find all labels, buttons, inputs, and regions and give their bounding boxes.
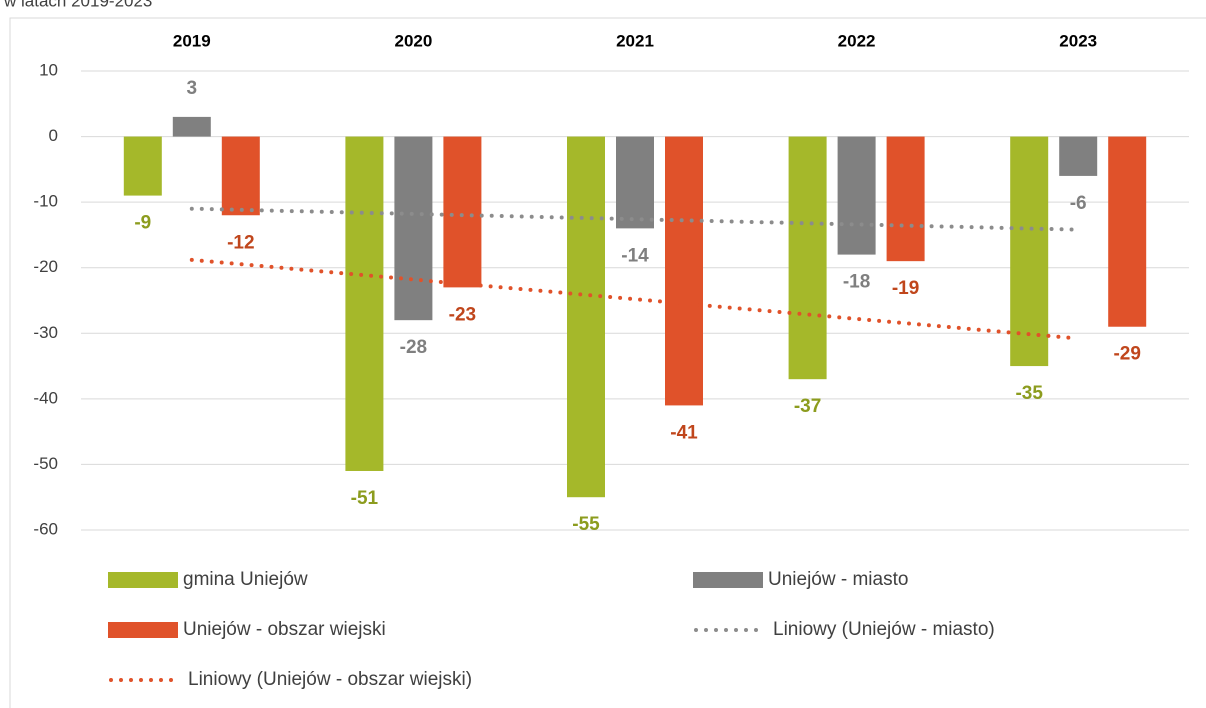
bar <box>345 136 384 471</box>
x-tick-label: 2021 <box>616 31 654 50</box>
bar <box>1059 136 1098 176</box>
x-tick-label: 2022 <box>838 31 876 50</box>
y-tick-label: -10 <box>33 192 58 211</box>
data-label: -55 <box>572 514 600 535</box>
legend-label: Uniejów - miasto <box>768 569 908 590</box>
data-label: -35 <box>1015 383 1043 404</box>
legend-swatch <box>108 622 178 638</box>
bar <box>394 136 433 321</box>
bar <box>567 136 605 498</box>
legend-label: Liniowy (Uniejów - miasto) <box>773 619 995 640</box>
trendline <box>189 206 1081 232</box>
bar <box>886 136 925 262</box>
data-label: -28 <box>400 337 427 358</box>
chart-subtitle: w latach 2019-2023 <box>3 0 152 10</box>
bar <box>616 136 654 229</box>
data-label: -6 <box>1070 193 1087 214</box>
bar <box>123 136 162 196</box>
data-label: -41 <box>670 422 698 443</box>
y-tick-label: -30 <box>33 323 58 342</box>
legend-label: Liniowy (Uniejów - obszar wiejski) <box>188 669 472 690</box>
data-label: -51 <box>351 488 379 509</box>
bar <box>837 136 876 255</box>
x-tick-label: 2020 <box>394 31 432 50</box>
bar <box>443 136 482 288</box>
legend-swatch <box>693 572 763 588</box>
data-label: -14 <box>621 245 649 266</box>
bar <box>788 136 827 380</box>
bar <box>1010 136 1049 367</box>
bar <box>665 136 703 406</box>
legend-swatch <box>108 572 178 588</box>
legend-label: Uniejów - obszar wiejski <box>183 619 386 640</box>
data-label: -37 <box>794 396 821 417</box>
x-tick-label: 2023 <box>1059 31 1097 50</box>
y-tick-label: 10 <box>39 60 58 79</box>
data-label: -29 <box>1113 344 1140 365</box>
data-label: -12 <box>227 232 254 253</box>
data-label: 3 <box>187 78 198 99</box>
bar <box>221 136 260 216</box>
y-tick-label: -50 <box>33 454 58 473</box>
bar <box>1108 136 1147 327</box>
y-tick-label: -60 <box>33 519 58 538</box>
data-label: -19 <box>892 278 919 299</box>
y-tick-label: -40 <box>33 388 58 407</box>
legend-label: gmina Uniejów <box>183 569 308 590</box>
data-label: -18 <box>843 272 870 293</box>
chart-frame <box>9 17 1206 708</box>
data-label: -9 <box>134 213 151 234</box>
x-tick-label: 2019 <box>173 31 211 50</box>
bar <box>172 116 211 137</box>
y-tick-label: 0 <box>49 126 58 145</box>
y-tick-label: -20 <box>33 257 58 276</box>
trendline <box>189 257 1081 341</box>
data-label: -23 <box>449 304 476 325</box>
